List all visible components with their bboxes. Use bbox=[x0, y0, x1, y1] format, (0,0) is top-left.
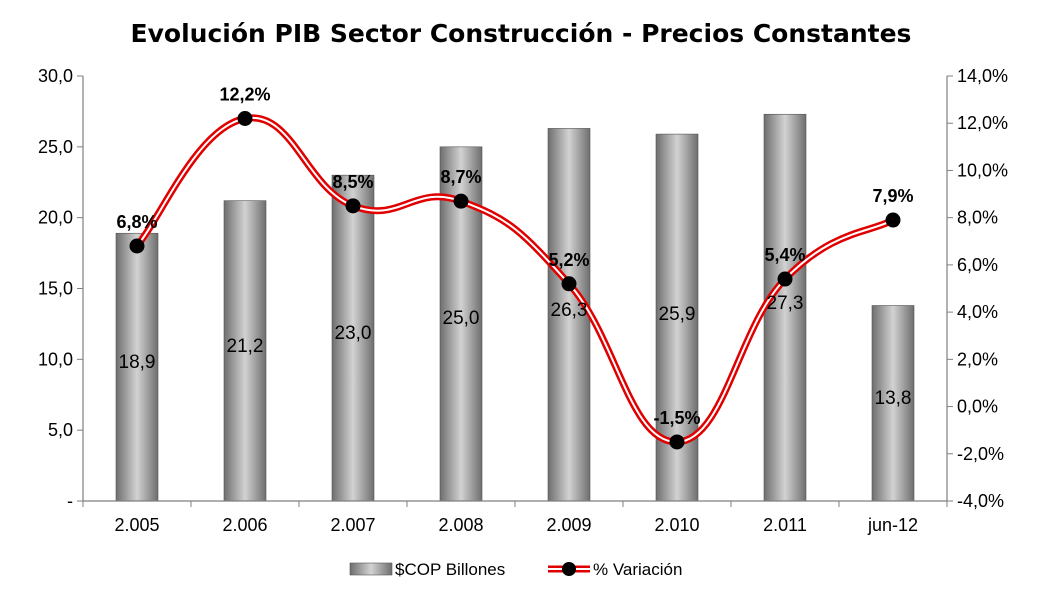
variation-line-inner bbox=[136, 116, 894, 443]
right-tick-label: 0,0% bbox=[957, 397, 998, 417]
right-tick-label: 2,0% bbox=[957, 349, 998, 369]
variation-value-label: -1,5% bbox=[653, 408, 700, 428]
variation-value-label: 8,7% bbox=[440, 167, 481, 187]
x-tick-label: jun-12 bbox=[867, 515, 918, 535]
variation-marker-2.011 bbox=[777, 271, 793, 287]
x-tick-label: 2.010 bbox=[654, 515, 699, 535]
left-tick-label: 30,0 bbox=[38, 66, 73, 86]
x-tick-label: 2.008 bbox=[438, 515, 483, 535]
bar-2.007 bbox=[331, 174, 375, 502]
legend-line-label: % Variación bbox=[593, 560, 682, 579]
x-tick-label: 2.006 bbox=[222, 515, 267, 535]
legend-line-marker bbox=[562, 562, 576, 576]
bar-value-label: 18,9 bbox=[119, 352, 156, 373]
right-tick-label: 8,0% bbox=[957, 208, 998, 228]
left-tick-label: 5,0 bbox=[48, 420, 73, 440]
bar-2.006 bbox=[223, 200, 267, 502]
variation-marker-2.008 bbox=[453, 193, 469, 209]
left-tick-label: 10,0 bbox=[38, 349, 73, 369]
variation-marker-jun-12 bbox=[885, 212, 901, 228]
line-layer bbox=[129, 111, 901, 450]
left-tick-label: 25,0 bbox=[38, 137, 73, 157]
left-tick-label: - bbox=[67, 491, 73, 511]
variation-marker-2.010 bbox=[669, 434, 685, 450]
right-tick-label: 4,0% bbox=[957, 302, 998, 322]
right-tick-label: -2,0% bbox=[957, 444, 1004, 464]
axes-layer: - 5,0 10,0 15,0 20,0 25,0 30,0 -4,0% -2,0% 0,0% 2,… bbox=[38, 66, 1008, 535]
variation-value-label: 7,9% bbox=[872, 186, 913, 206]
bar-2.009 bbox=[547, 128, 591, 502]
bar-2.005 bbox=[115, 232, 159, 502]
legend: $COP Billones % Variación bbox=[349, 560, 682, 579]
x-tick-label: 2.005 bbox=[114, 515, 159, 535]
right-tick-label: 14,0% bbox=[957, 66, 1008, 86]
bar-value-label: 21,2 bbox=[227, 336, 264, 357]
bar-value-label: 25,0 bbox=[443, 308, 480, 329]
bar-jun-12 bbox=[871, 305, 915, 502]
variation-value-label: 6,8% bbox=[116, 212, 157, 232]
left-tick-label: 20,0 bbox=[38, 208, 73, 228]
bar-value-label: 26,3 bbox=[551, 300, 588, 321]
bar-value-label: 23,0 bbox=[335, 323, 372, 344]
right-tick-label: 10,0% bbox=[957, 160, 1008, 180]
labels-layer: 18,9 21,2 23,0 25,0 26,3 25,9 27,3 13,8 6,8% 12,2… bbox=[116, 85, 913, 428]
bar-value-label: 27,3 bbox=[767, 293, 804, 314]
bar-value-label: 25,9 bbox=[659, 304, 696, 325]
variation-value-label: 5,2% bbox=[548, 250, 589, 270]
variation-value-label: 12,2% bbox=[219, 85, 270, 105]
right-tick-label: 12,0% bbox=[957, 113, 1008, 133]
variation-value-label: 5,4% bbox=[764, 245, 805, 265]
right-tick-label: -4,0% bbox=[957, 491, 1004, 511]
right-tick-label: 6,0% bbox=[957, 255, 998, 275]
bar-value-label: 13,8 bbox=[875, 388, 912, 409]
variation-marker-2.007 bbox=[345, 198, 361, 214]
variation-marker-2.009 bbox=[561, 276, 577, 292]
variation-value-label: 8,5% bbox=[332, 172, 373, 192]
variation-marker-2.005 bbox=[129, 238, 145, 254]
left-tick-label: 15,0 bbox=[38, 279, 73, 299]
x-tick-label: 2.011 bbox=[763, 515, 807, 535]
chart-title: Evolución PIB Sector Construcción - Prec… bbox=[131, 19, 912, 48]
variation-marker-2.006 bbox=[237, 111, 253, 126]
x-tick-label: 2.007 bbox=[330, 515, 375, 535]
x-tick-label: 2.009 bbox=[546, 515, 591, 535]
legend-bar-label: $COP Billones bbox=[395, 560, 505, 579]
legend-bar-swatch bbox=[349, 562, 393, 576]
